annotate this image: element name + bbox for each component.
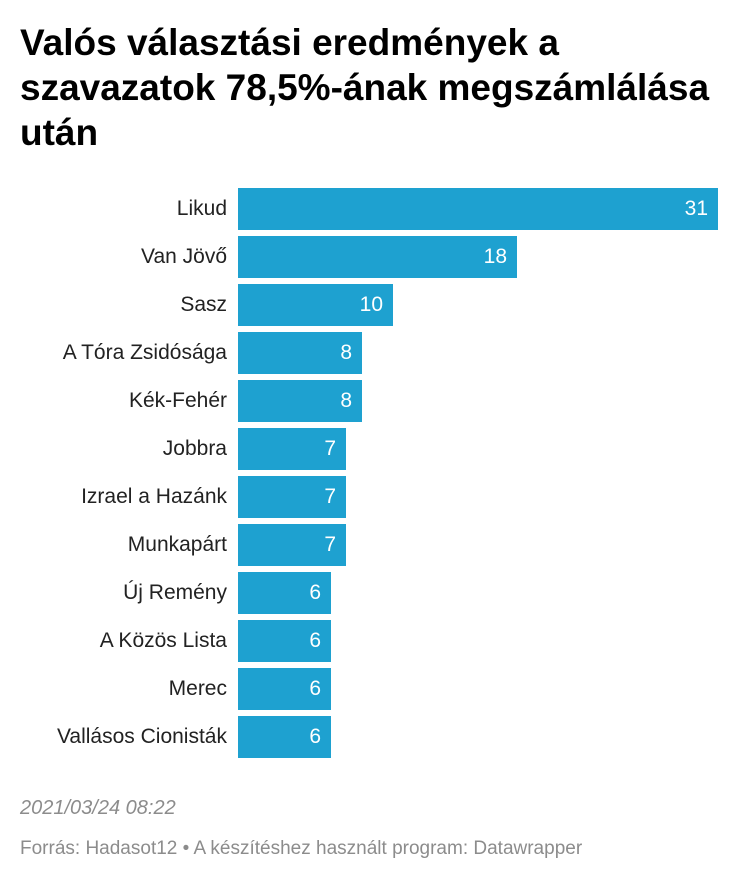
bar	[238, 428, 346, 470]
bar-row: A Tóra Zsidósága 8	[0, 332, 740, 374]
bar-row: Likud 31	[0, 188, 740, 230]
bar-category-label: A Tóra Zsidósága	[62, 341, 227, 364]
bar-row: Vallásos Cionisták 6	[0, 716, 740, 758]
bar	[238, 620, 331, 662]
bar-value-label: 6	[309, 629, 321, 652]
chart-source: Forrás: Hadasot12 • A készítéshez haszná…	[20, 838, 583, 859]
bar-row: A Közös Lista 6	[0, 620, 740, 662]
bar-row: Merec 6	[0, 668, 740, 710]
bar	[238, 476, 346, 518]
bar-category-label: Van Jövő	[141, 245, 227, 268]
bar-category-label: Kék-Fehér	[128, 389, 227, 412]
bar-value-label: 10	[359, 293, 383, 316]
bar	[238, 572, 331, 614]
bar	[238, 188, 718, 230]
bar-value-label: 6	[309, 725, 321, 748]
bar-category-label: Jobbra	[162, 437, 227, 460]
bar-value-label: 7	[324, 533, 336, 556]
bar-value-label: 8	[340, 389, 352, 412]
chart-date: 2021/03/24 08:22	[20, 797, 176, 819]
bar-category-label: Munkapárt	[127, 533, 227, 556]
bar-row: Van Jövő 18	[0, 236, 740, 278]
bar-value-label: 18	[483, 245, 507, 268]
bar-row: Jobbra 7	[0, 428, 740, 470]
bar-value-label: 31	[684, 197, 708, 220]
bar-category-label: Sasz	[180, 293, 227, 316]
bar-row: Munkapárt 7	[0, 524, 740, 566]
bar-value-label: 7	[324, 485, 336, 508]
bar-row: Sasz 10	[0, 284, 740, 326]
bar-row: Izrael a Hazánk 7	[0, 476, 740, 518]
bar	[238, 524, 346, 566]
bar-value-label: 8	[340, 341, 352, 364]
bar-category-label: Vallásos Cionisták	[56, 725, 227, 748]
bar	[238, 236, 517, 278]
bar-category-label: Izrael a Hazánk	[81, 485, 227, 508]
bar-category-label: Likud	[176, 197, 227, 220]
bar	[238, 332, 362, 374]
chart-title: Valós választási eredmények a szavazatok…	[20, 22, 710, 153]
bar	[238, 668, 331, 710]
bar	[238, 380, 362, 422]
bar-category-label: Új Remény	[123, 581, 227, 604]
bar-value-label: 6	[309, 677, 321, 700]
bar-value-label: 7	[324, 437, 336, 460]
bar-row: Új Remény 6	[0, 572, 740, 614]
bar-category-label: A Közös Lista	[99, 629, 227, 652]
bar-category-label: Merec	[168, 677, 227, 700]
bar-value-label: 6	[309, 581, 321, 604]
bar	[238, 284, 393, 326]
bar	[238, 716, 331, 758]
bar-row: Kék-Fehér 8	[0, 380, 740, 422]
